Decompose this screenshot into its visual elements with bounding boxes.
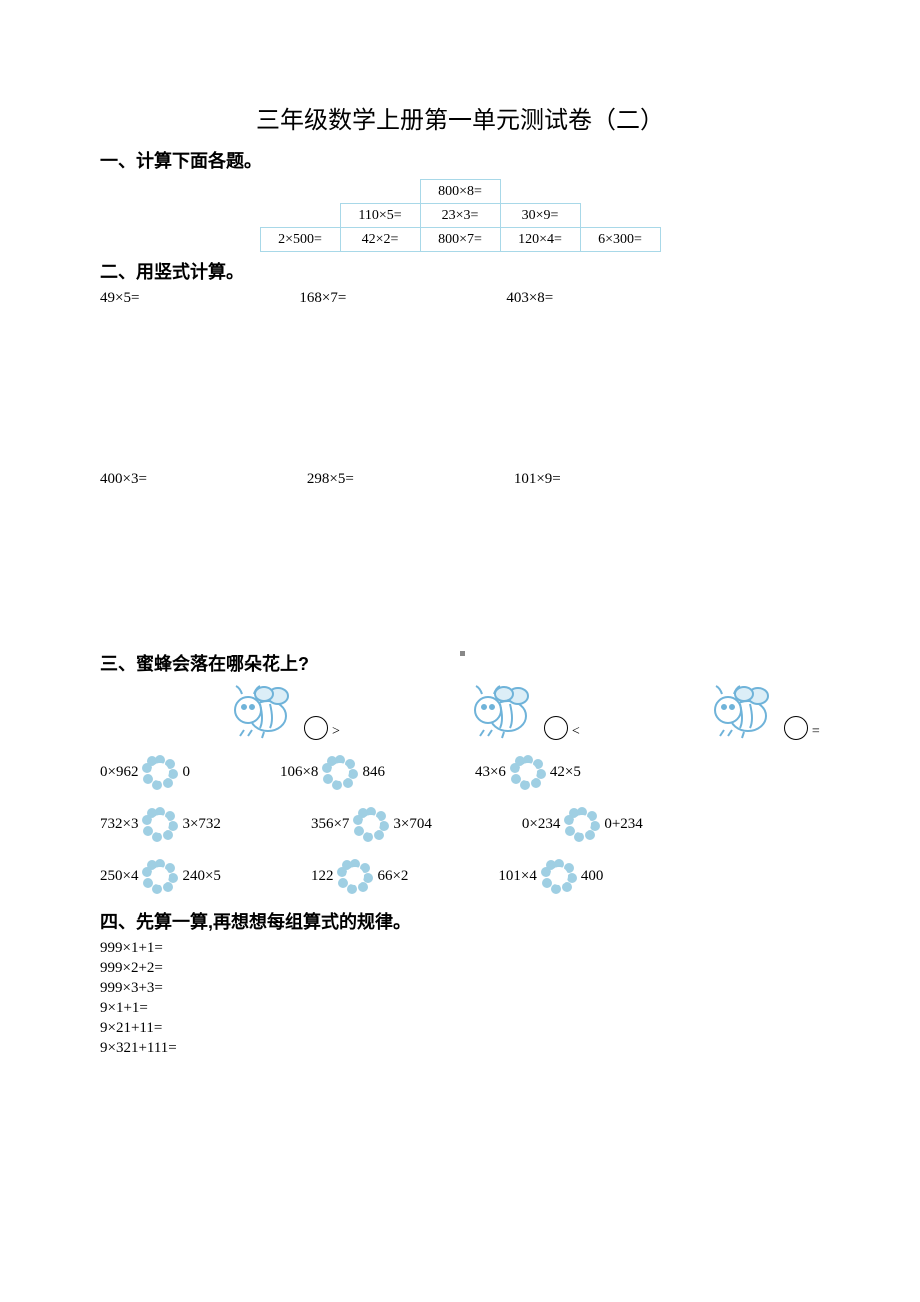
- cell: [580, 204, 660, 228]
- compare-item: 356×7 3×704: [311, 804, 432, 844]
- pattern-line: 999×3+3=: [100, 980, 820, 997]
- center-dot-icon: [460, 651, 465, 656]
- compare-row: 250×4 240×5 122 66×2 101×4 400: [100, 856, 820, 896]
- cell: [260, 204, 340, 228]
- cell: 800×7=: [420, 228, 500, 252]
- bee-group: =: [700, 682, 820, 740]
- calc-table: 800×8= 110×5= 23×3= 30×9= 2×500= 42×2= 8…: [260, 179, 661, 252]
- cell: [580, 180, 660, 204]
- page-title: 三年级数学上册第一单元测试卷（二）: [100, 100, 820, 135]
- cell: 42×2=: [340, 228, 420, 252]
- compare-right: 846: [362, 764, 385, 781]
- pattern-line: 999×1+1=: [100, 940, 820, 957]
- bee-icon: [700, 682, 780, 740]
- vertical-problem: 400×3=: [100, 471, 147, 488]
- compare-item: 43×6 42×5: [475, 752, 581, 792]
- compare-right: 0: [182, 764, 190, 781]
- vertical-problem: 49×5=: [100, 290, 139, 307]
- cell: 23×3=: [420, 204, 500, 228]
- compare-left: 0×962: [100, 764, 138, 781]
- cell: [340, 180, 420, 204]
- bee-group: <: [460, 682, 580, 740]
- vertical-problem: 298×5=: [307, 471, 354, 488]
- compare-item: 0×962 0: [100, 752, 190, 792]
- section2-heading: 二、用竖式计算。: [100, 258, 820, 284]
- section4-heading: 四、先算一算,再想想每组算式的规律。: [100, 908, 820, 934]
- compare-right: 3×704: [393, 816, 431, 833]
- vertical-row-2: 400×3= 298×5= 101×9=: [100, 471, 820, 488]
- work-space: [100, 307, 820, 467]
- compare-right: 0+234: [604, 816, 642, 833]
- compare-item: 122 66×2: [311, 856, 408, 896]
- compare-row: 0×962 0 106×8 846 43×6 42×5: [100, 752, 820, 792]
- cell: 120×4=: [500, 228, 580, 252]
- pattern-line: 9×21+11=: [100, 1020, 820, 1037]
- flower-icon: [320, 752, 360, 792]
- compare-item: 250×4 240×5: [100, 856, 221, 896]
- sign-greater: >: [332, 724, 340, 740]
- sign-equal: =: [812, 724, 820, 740]
- compare-right: 240×5: [182, 868, 220, 885]
- compare-right: 3×732: [182, 816, 220, 833]
- table-row: 110×5= 23×3= 30×9=: [260, 204, 660, 228]
- cell: 2×500=: [260, 228, 340, 252]
- bee-icon: [220, 682, 300, 740]
- compare-left: 356×7: [311, 816, 349, 833]
- cell: [260, 180, 340, 204]
- table-row: 2×500= 42×2= 800×7= 120×4= 6×300=: [260, 228, 660, 252]
- compare-left: 106×8: [280, 764, 318, 781]
- compare-item: 101×4 400: [498, 856, 603, 896]
- bee-icons-row: > <: [220, 682, 820, 740]
- compare-left: 101×4: [498, 868, 536, 885]
- circle-blank-icon: [544, 716, 568, 740]
- cell: 6×300=: [580, 228, 660, 252]
- work-space: [100, 488, 820, 648]
- compare-right: 66×2: [377, 868, 408, 885]
- table-row: 800×8=: [260, 180, 660, 204]
- cell: 110×5=: [340, 204, 420, 228]
- compare-item: 106×8 846: [280, 752, 385, 792]
- compare-left: 732×3: [100, 816, 138, 833]
- flower-icon: [140, 804, 180, 844]
- circle-blank-icon: [304, 716, 328, 740]
- flower-icon: [508, 752, 548, 792]
- vertical-problem: 403×8=: [506, 290, 553, 307]
- flower-icon: [140, 752, 180, 792]
- compare-right: 400: [581, 868, 604, 885]
- bee-icon: [460, 682, 540, 740]
- flower-icon: [335, 856, 375, 896]
- flower-icon: [140, 856, 180, 896]
- compare-left: 250×4: [100, 868, 138, 885]
- flower-icon: [539, 856, 579, 896]
- compare-left: 122: [311, 868, 334, 885]
- compare-item: 732×3 3×732: [100, 804, 221, 844]
- vertical-row-1: 49×5= 168×7= 403×8=: [100, 290, 820, 307]
- section1-heading: 一、计算下面各题。: [100, 147, 820, 173]
- cell: 800×8=: [420, 180, 500, 204]
- sign-less: <: [572, 724, 580, 740]
- flower-icon: [562, 804, 602, 844]
- pattern-line: 999×2+2=: [100, 960, 820, 977]
- compare-right: 42×5: [550, 764, 581, 781]
- pattern-line: 9×321+111=: [100, 1040, 820, 1057]
- compare-left: 0×234: [522, 816, 560, 833]
- compare-row: 732×3 3×732 356×7 3×704 0×234 0+234: [100, 804, 820, 844]
- circle-blank-icon: [784, 716, 808, 740]
- vertical-problem: 101×9=: [514, 471, 561, 488]
- flower-icon: [351, 804, 391, 844]
- vertical-problem: 168×7=: [299, 290, 346, 307]
- pattern-line: 9×1+1=: [100, 1000, 820, 1017]
- cell: 30×9=: [500, 204, 580, 228]
- bee-group: >: [220, 682, 340, 740]
- cell: [500, 180, 580, 204]
- compare-left: 43×6: [475, 764, 506, 781]
- compare-item: 0×234 0+234: [522, 804, 643, 844]
